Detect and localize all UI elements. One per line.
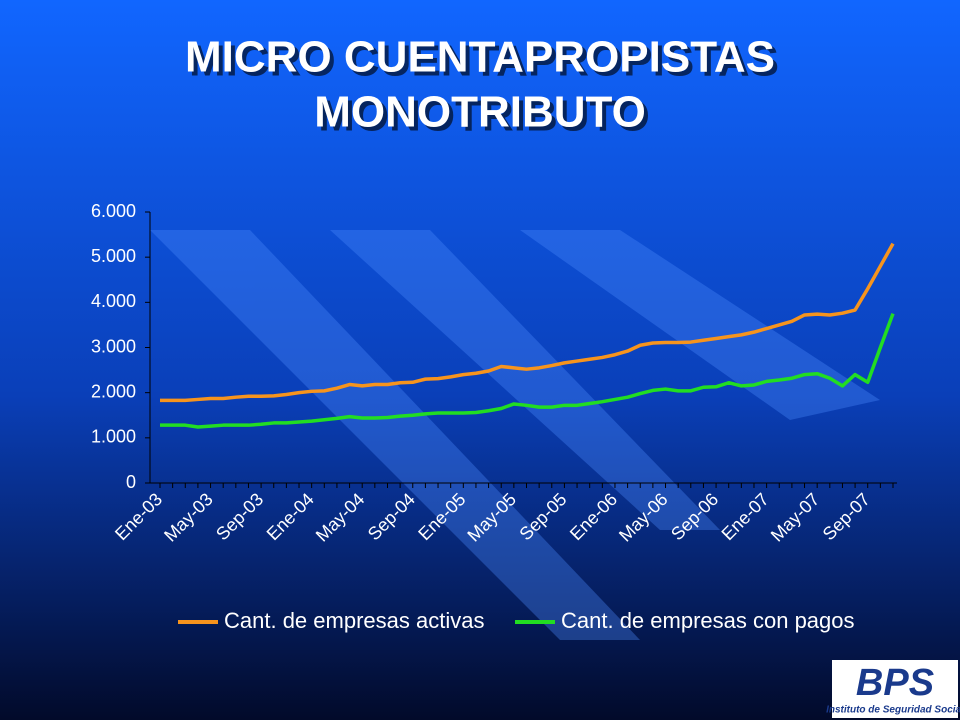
logo-text: BPS <box>856 662 934 704</box>
series-line <box>160 313 895 429</box>
y-tick-label: 0 <box>126 472 136 492</box>
chart-title: MICRO CUENTAPROPISTAS <box>185 33 775 82</box>
legend-label: Cant. de empresas con pagos <box>561 608 855 633</box>
y-tick-label: 4.000 <box>91 291 136 311</box>
chart-subtitle: MONOTRIBUTO <box>314 88 646 137</box>
legend-label: Cant. de empresas activas <box>224 608 484 633</box>
subtitle-shadow: MONOTRIBUTO <box>318 92 650 141</box>
series-line <box>160 242 895 403</box>
logo-caption: Instituto de Seguridad Social <box>826 705 960 716</box>
title-shadow: MICRO CUENTAPROPISTAS <box>189 37 779 86</box>
decoration <box>150 230 880 640</box>
y-tick-label: 1.000 <box>91 427 136 447</box>
y-tick-label: 5.000 <box>91 246 136 266</box>
y-tick-label: 6.000 <box>91 201 136 221</box>
y-tick-label: 2.000 <box>91 381 136 401</box>
logo-box <box>832 660 958 718</box>
y-tick-label: 3.000 <box>91 336 136 356</box>
